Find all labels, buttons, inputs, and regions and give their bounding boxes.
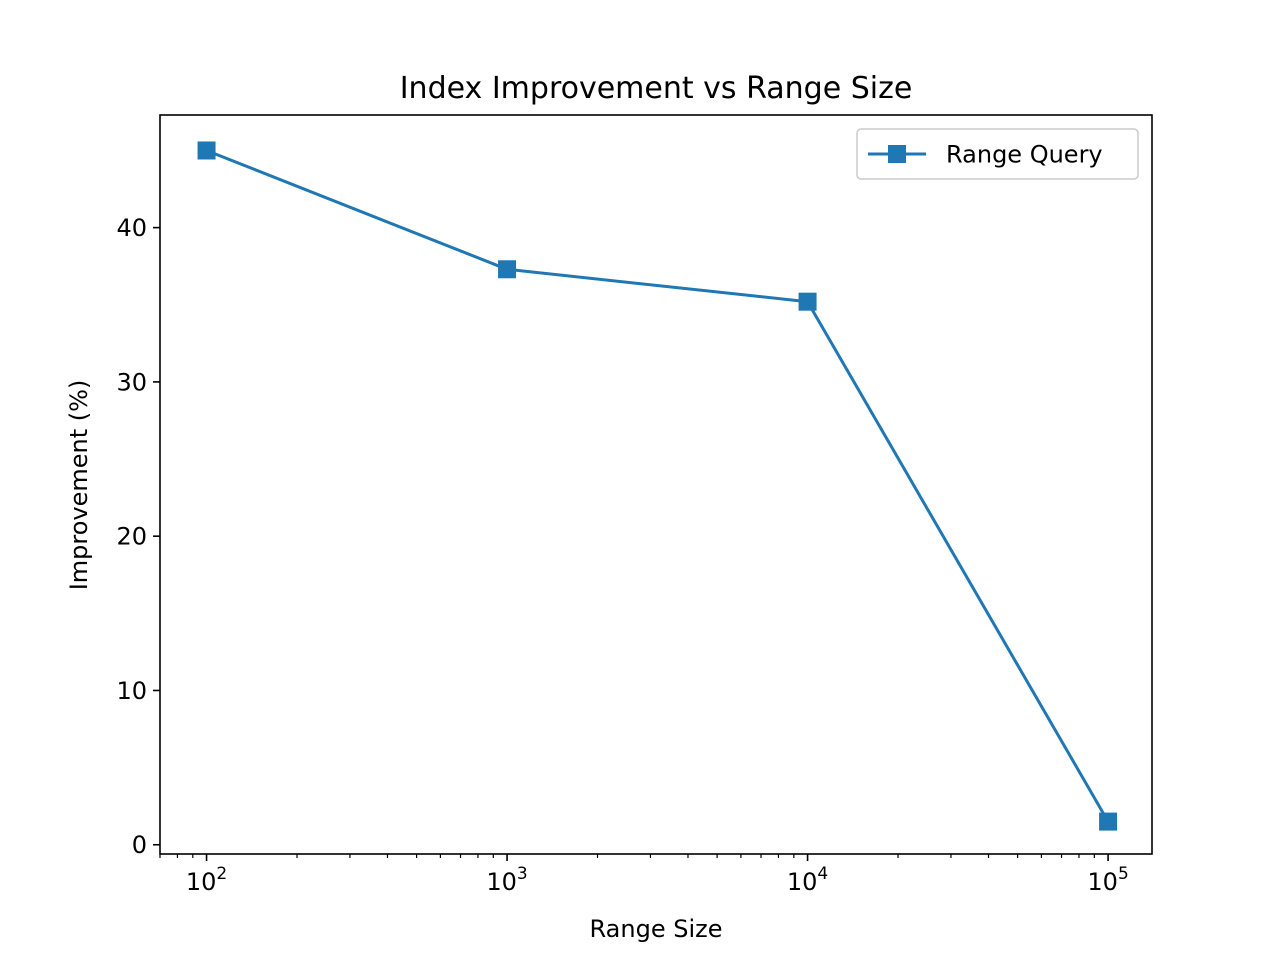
legend-marker xyxy=(888,145,906,163)
y-tick-label: 0 xyxy=(132,831,147,859)
x-axis-label: Range Size xyxy=(590,915,723,943)
y-tick-label: 30 xyxy=(116,368,147,396)
data-point xyxy=(798,292,817,311)
legend-label: Range Query xyxy=(946,141,1103,169)
y-tick-label: 10 xyxy=(116,677,147,705)
x-tick-label: 105 xyxy=(1087,864,1128,896)
series-layer xyxy=(197,141,1118,831)
y-tick-label: 40 xyxy=(116,214,147,242)
y-axis-label: Improvement (%) xyxy=(65,380,93,591)
chart-title: Index Improvement vs Range Size xyxy=(400,71,913,106)
legend: Range Query xyxy=(856,128,1139,180)
x-tick-label: 103 xyxy=(486,864,527,896)
legend-box xyxy=(856,128,1139,180)
axes: 0 10 20 30 40 102 103 104 105 xyxy=(116,114,1153,896)
series-line xyxy=(205,149,1110,823)
data-point xyxy=(1099,812,1118,831)
data-point xyxy=(498,260,517,279)
x-tick-label: 104 xyxy=(787,864,828,896)
y-tick-label: 20 xyxy=(116,523,147,551)
data-point xyxy=(197,141,216,160)
x-tick-label: 102 xyxy=(186,864,227,896)
plot-frame xyxy=(159,114,1153,855)
